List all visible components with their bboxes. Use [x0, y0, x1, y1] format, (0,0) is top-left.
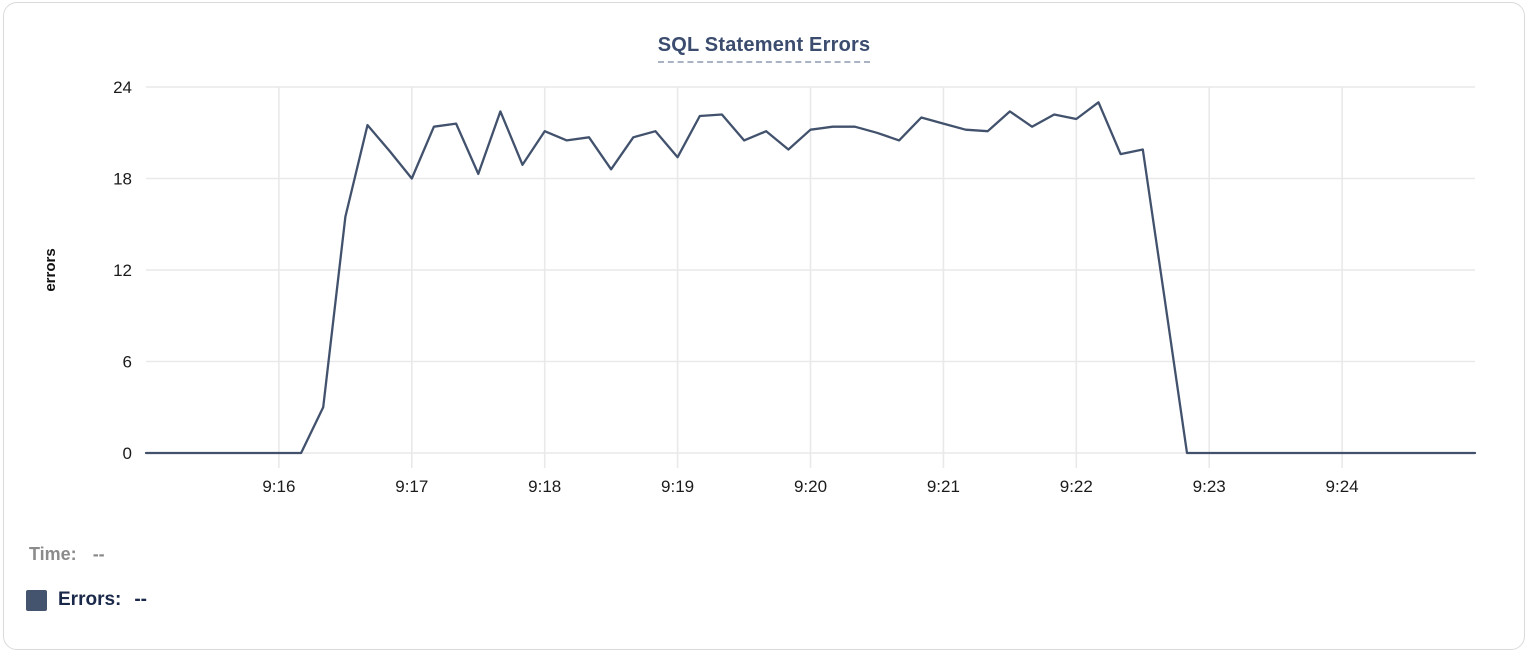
axis-tick-labels: 0 6 12 18 24 9:16 9:17 9:18 9:19 9:20 9:21 9:22 9:23… — [113, 78, 1359, 496]
y-tick-label: 24 — [113, 78, 132, 97]
gridlines — [146, 86, 1475, 468]
x-tick-label: 9:19 — [661, 477, 694, 496]
tooltip-errors-value: -- — [134, 589, 148, 610]
legend-errors-row: Errors: -- — [26, 589, 147, 611]
errors-series-swatch — [26, 589, 47, 611]
x-tick-label: 9:17 — [395, 477, 428, 496]
legend-errors-label: Errors: — [58, 589, 122, 610]
y-tick-label: 18 — [113, 170, 132, 189]
x-tick-label: 9:21 — [927, 477, 960, 496]
x-tick-label: 9:16 — [262, 477, 295, 496]
chart-title[interactable]: SQL Statement Errors — [657, 34, 871, 63]
x-tick-label: 9:20 — [794, 477, 827, 496]
chart-card: SQL Statement Errors 0 6 12 18 24 9:16 9:17 9:1… — [3, 2, 1525, 650]
chart-header: SQL Statement Errors — [4, 34, 1524, 63]
x-tick-label: 9:24 — [1326, 477, 1359, 496]
errors-series-line — [144, 101, 1477, 455]
x-tick-label: 9:23 — [1193, 477, 1226, 496]
y-tick-label: 0 — [123, 444, 132, 463]
y-tick-label: 12 — [113, 261, 132, 280]
y-tick-label: 6 — [123, 353, 132, 372]
tooltip-time-value: -- — [92, 544, 105, 564]
plot-area[interactable] — [146, 87, 1475, 453]
tooltip-time-label: Time: — [29, 544, 77, 564]
y-axis-label: errors — [42, 248, 59, 291]
line-chart[interactable]: 0 6 12 18 24 9:16 9:17 9:18 9:19 9:20 9:21 9:22 9:23… — [4, 3, 1528, 503]
tooltip-time-row: Time: -- — [29, 544, 105, 565]
x-tick-label: 9:18 — [528, 477, 561, 496]
x-tick-label: 9:22 — [1060, 477, 1093, 496]
